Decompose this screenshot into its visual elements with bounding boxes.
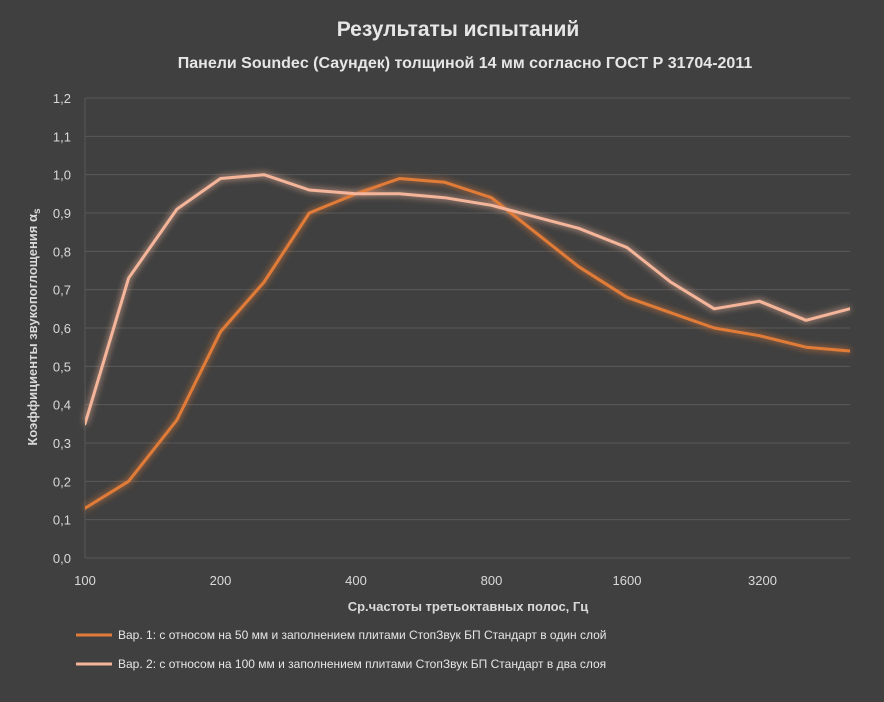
series-line-2 [85,173,850,426]
legend-label-series-2: Вар. 2: с относом на 100 мм и заполнение… [118,657,606,671]
grid-lines [84,97,850,559]
y-axis-label: Коэффициенты звукопоглощения αs [25,208,43,446]
y-tick-label: 0,7 [53,283,71,298]
y-tick-label: 1,1 [53,129,71,144]
series-line-1 [85,177,850,510]
y-tick-label: 0,4 [53,398,71,413]
x-axis-label: Ср.частоты третьоктавных полос, Гц [348,599,589,614]
y-tick-label: 1,0 [53,168,71,183]
x-tick-label: 800 [481,573,503,588]
chart-subtitle: Панели Soundec (Саундек) толщиной 14 мм … [178,55,753,72]
y-tick-label: 0,9 [53,206,71,221]
y-tick-label: 0,1 [53,513,71,528]
x-tick-label: 400 [345,573,367,588]
y-tick-label: 0,3 [53,436,71,451]
legend: Вар. 1: с относом на 50 мм и заполнением… [76,628,607,671]
x-axis-ticks: 100 200 400 800 1600 3200 [74,573,777,588]
x-tick-label: 200 [210,573,232,588]
chart-title: Результаты испытаний [337,18,580,41]
y-tick-label: 1,2 [53,91,71,106]
x-tick-label: 100 [74,573,96,588]
x-tick-label: 1600 [613,573,642,588]
legend-label-series-1: Вар. 1: с относом на 50 мм и заполнением… [118,628,607,642]
y-tick-label: 0,8 [53,244,71,259]
y-tick-label: 0,6 [53,321,71,336]
y-axis-ticks: 0,0 0,1 0,2 0,3 0,4 0,5 0,6 0,7 0,8 0,9 1,0 1,1 1,2 [53,91,71,566]
y-tick-label: 0,0 [53,551,71,566]
x-tick-label: 3200 [748,573,777,588]
y-tick-label: 0,2 [53,474,71,489]
series-lines [85,173,850,510]
y-tick-label: 0,5 [53,359,71,374]
